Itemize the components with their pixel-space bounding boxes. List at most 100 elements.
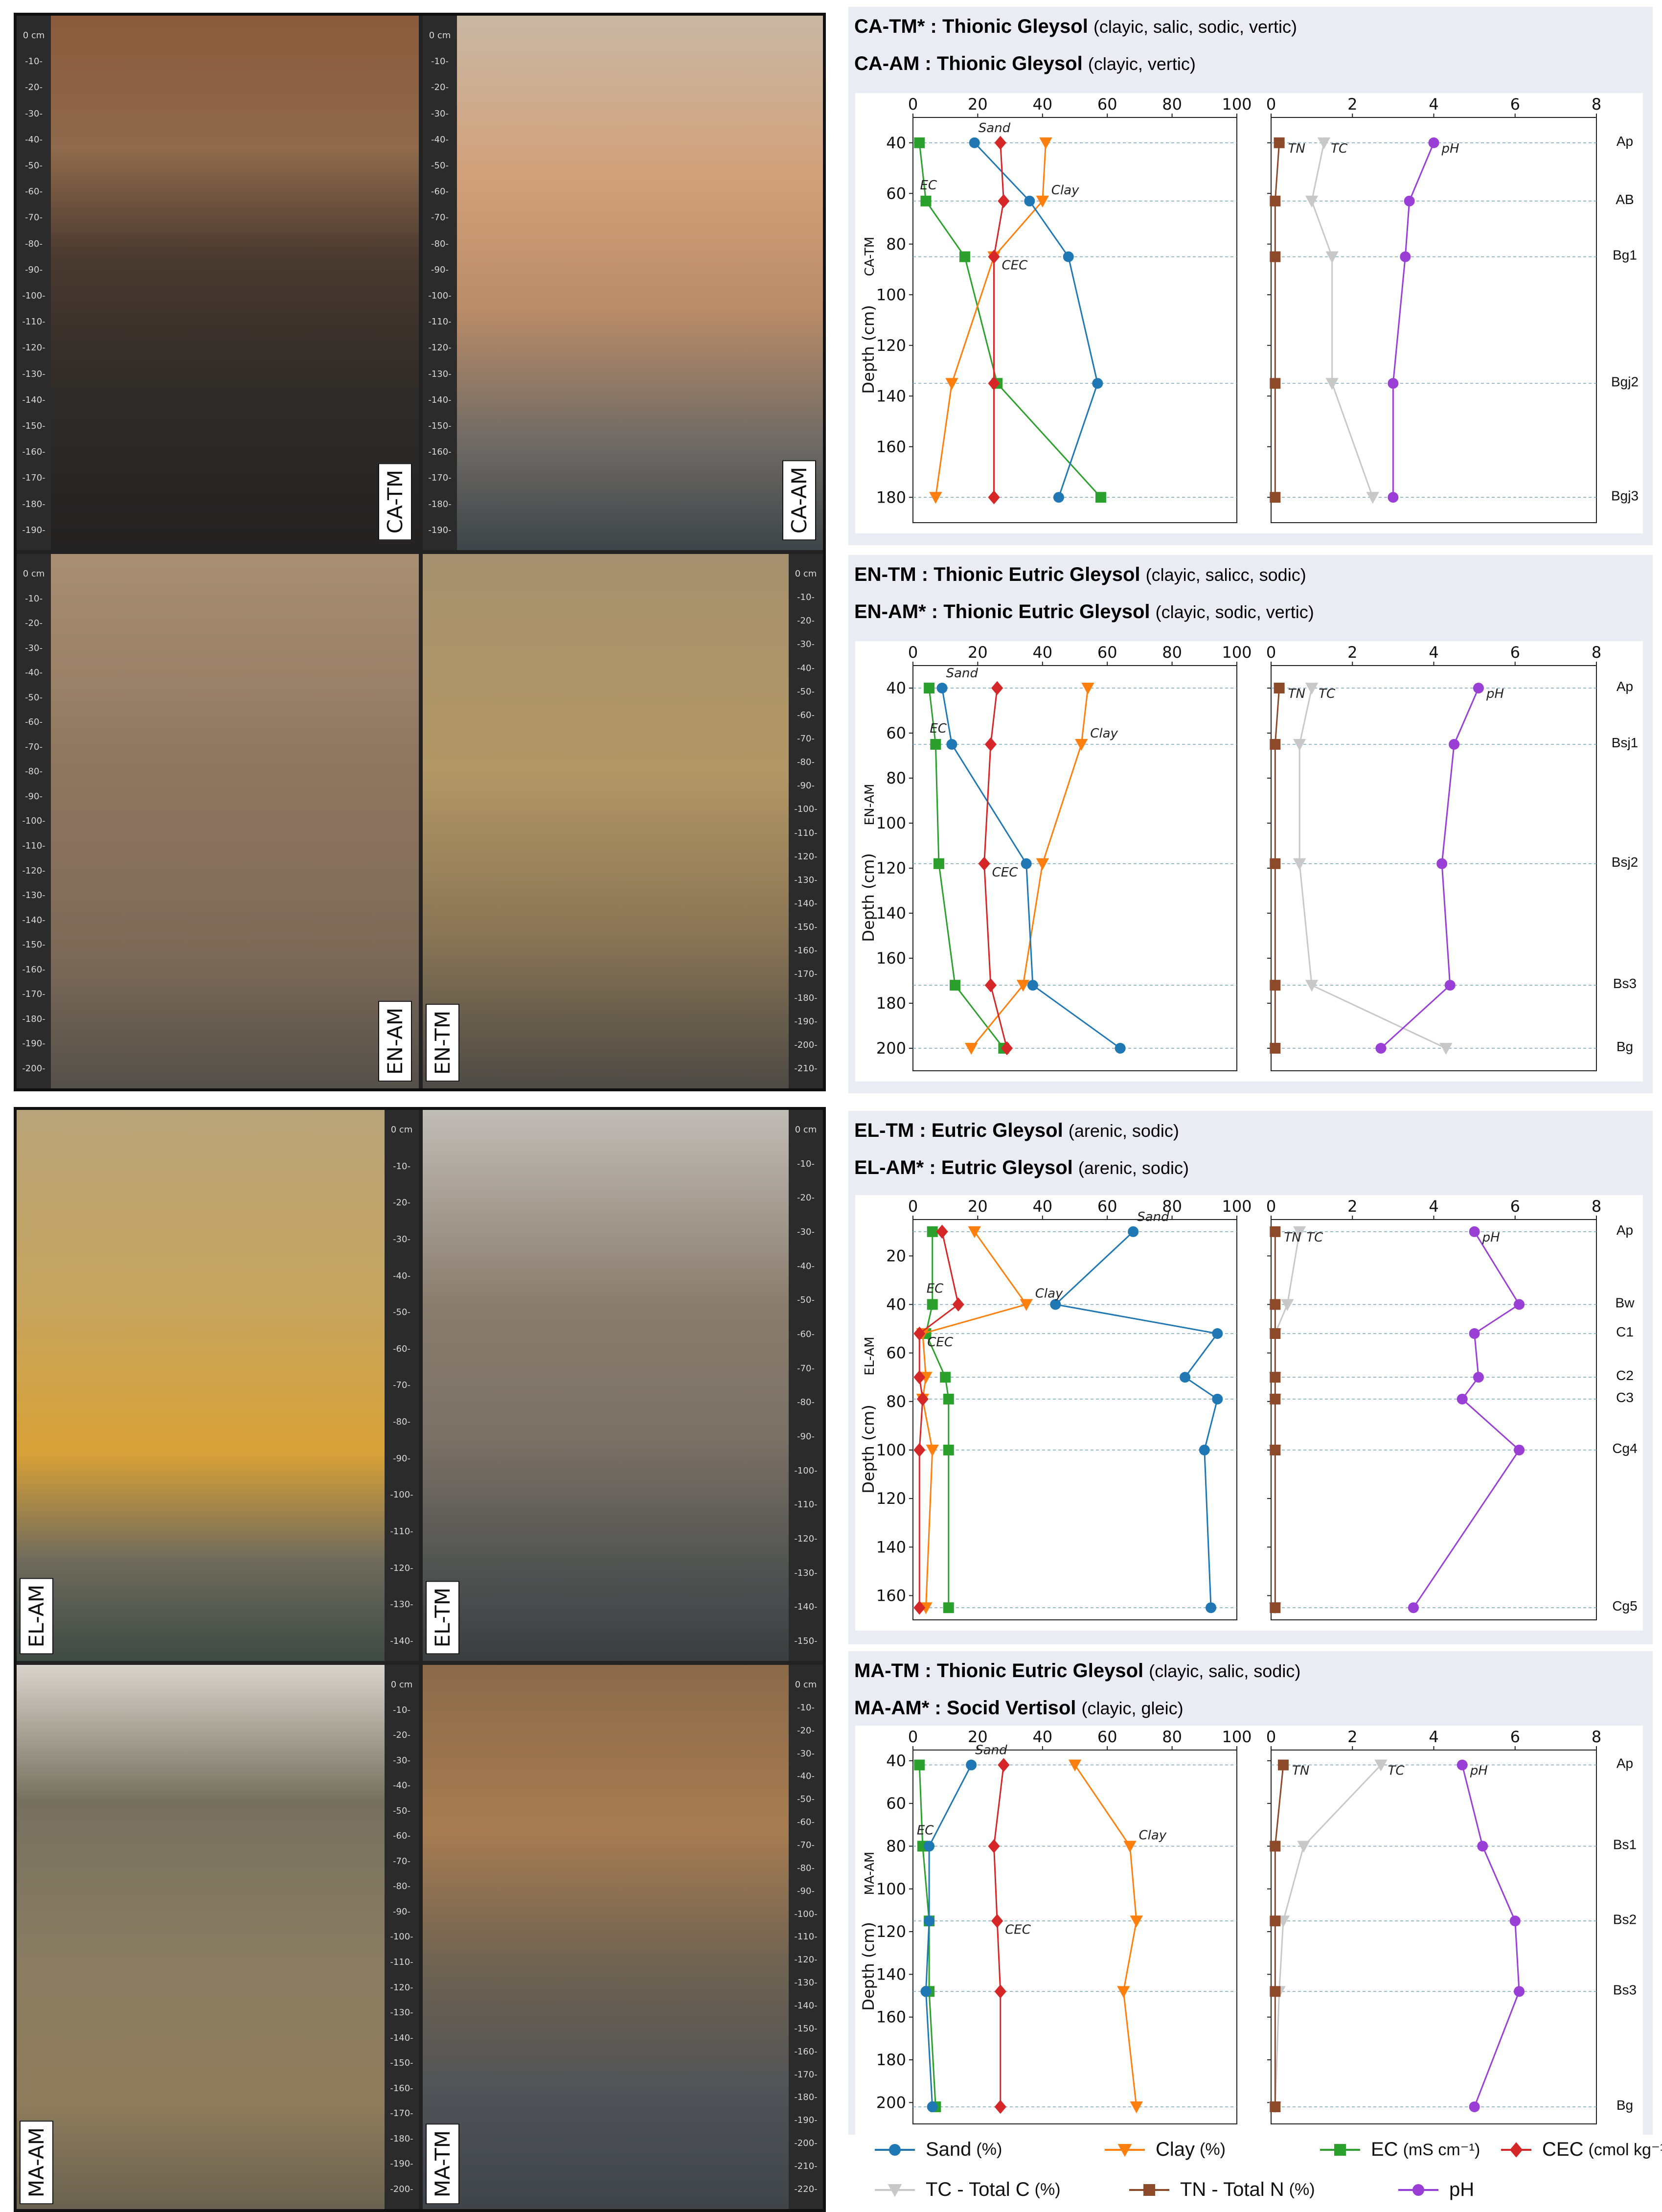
y-tick-label: 140 [876, 387, 906, 405]
horizon-label: C1 [1616, 1324, 1634, 1339]
legend-marker [1320, 2143, 1360, 2156]
data-point [1270, 1602, 1281, 1613]
data-point [1270, 739, 1281, 750]
data-point [1123, 1841, 1137, 1853]
data-point [994, 1984, 1006, 1999]
data-point [889, 2143, 901, 2156]
series-annotation: EC [917, 1823, 934, 1838]
ruler-tick-label: -120- [794, 851, 818, 862]
ruler-tick-label: 0 cm [429, 30, 451, 41]
chart-panel-ma: MA-TM : Thionic Eutric Gleysol (clayic, … [848, 1651, 1653, 2135]
series-ph [1388, 137, 1439, 503]
series-annotation: Clay [1051, 183, 1079, 198]
depth-ruler: 0 cm -10- -20- -30- -40- -50- -60- -70- -80- -90-… [423, 16, 457, 550]
x-tick-label: 60 [1097, 1728, 1117, 1746]
data-point [1270, 251, 1281, 262]
ruler-tick-label: -30- [393, 1755, 410, 1766]
ruler-tick-label: -80- [393, 1881, 410, 1892]
x-tick-label: 80 [1162, 1728, 1182, 1746]
x-tick-label: 40 [1032, 643, 1052, 662]
ruler-tick-label: -20- [25, 82, 43, 93]
data-point [959, 251, 970, 262]
data-point [946, 739, 957, 750]
x-tick-label: 20 [968, 643, 988, 662]
series-tn [1270, 683, 1285, 1054]
data-point [936, 683, 948, 693]
ruler-tick-label: -170- [22, 473, 46, 484]
data-point [1130, 1915, 1143, 1928]
series-ec [914, 1759, 941, 2113]
ruler-tick-label: -190- [22, 525, 46, 535]
data-point [1274, 683, 1285, 693]
series-line [1311, 142, 1374, 498]
ruler-tick-label: -130- [428, 369, 452, 379]
ruler-tick-label: -60- [431, 186, 449, 197]
series-tc [1269, 1226, 1306, 1614]
series-annotation: pH [1482, 1230, 1500, 1245]
ruler-tick-label: -20- [431, 82, 449, 93]
ruler-tick-label: -40- [393, 1270, 410, 1281]
depth-ruler: 0 cm -10- -20- -30- -40- -50- -60- -70- -80- -90-… [789, 1665, 823, 2209]
data-point [920, 195, 932, 207]
y-tick-label: 40 [886, 679, 906, 697]
ruler-tick-label: -170- [794, 2069, 818, 2080]
x-tick-label: 0 [1266, 95, 1276, 114]
ruler-tick-label: -10- [797, 1158, 815, 1169]
legend-item-clay: Clay (%) [1103, 2139, 1226, 2161]
data-point [933, 858, 944, 869]
ruler-tick-label: -120- [390, 1563, 413, 1573]
series-line [974, 142, 1098, 498]
ruler-tick-label: -70- [25, 212, 43, 223]
data-point [929, 492, 942, 504]
series-sand [936, 683, 1126, 1054]
ruler-tick-label: -190- [390, 2159, 413, 2169]
y-tick-label: 160 [876, 949, 906, 968]
data-point [969, 137, 980, 148]
ruler-tick-label: 0 cm [795, 1125, 817, 1135]
ruler-tick-label: -30- [393, 1234, 410, 1244]
data-point [1206, 1602, 1217, 1613]
ruler-tick-label: -120- [390, 1982, 413, 1993]
data-point [1305, 980, 1319, 992]
data-point [913, 1443, 926, 1457]
photo-ma-am: 0 cm -10- -20- -30- -40- -50- -60- -70- -80- -90-… [17, 1665, 419, 2209]
y-tick-label: 100 [876, 814, 906, 832]
data-point [966, 1759, 977, 1771]
ruler-tick-label: -110- [390, 1526, 413, 1537]
data-point [1334, 2143, 1346, 2156]
legend-item-tn: TN - Total N (%) [1127, 2179, 1315, 2201]
data-point [1050, 1299, 1061, 1310]
horizon-label: Bg [1616, 2097, 1633, 2113]
ruler-tick-label: -120- [22, 865, 46, 876]
profile-name-label: CA-TM [863, 237, 877, 276]
y-tick-label: 80 [886, 235, 906, 253]
right-axes-frame [1271, 117, 1597, 523]
ruler-tick-label: -200- [390, 2184, 413, 2194]
panel-title-1: EL-TM : Eutric Gleysol (arenic, sodic) [854, 1120, 1179, 1141]
legend-item-ph: pH [1396, 2179, 1479, 2201]
ruler-tick-label: -50- [797, 686, 815, 697]
ruler-tick-label: -70- [797, 1840, 815, 1851]
profile-label: CA-TM [378, 462, 412, 540]
ruler-tick-label: -40- [25, 668, 43, 678]
horizon-label: AB [1616, 192, 1634, 207]
data-point [1366, 492, 1380, 504]
ruler-tick-label: -140- [794, 898, 818, 909]
left-axes-frame [912, 665, 1237, 1071]
data-point [1305, 195, 1319, 207]
series-annotation: TC [1319, 687, 1336, 701]
ruler-tick-label: -170- [428, 473, 452, 484]
y-axis-label: Depth (cm) [859, 1922, 878, 2010]
ruler-tick-label: -30- [797, 1226, 815, 1237]
data-point [1408, 1602, 1419, 1613]
profile-name-label: EN-AM [863, 784, 877, 826]
x-tick-label: 100 [1222, 643, 1252, 662]
panel-title-2: EL-AM* : Eutric Gleysol (arenic, sodic) [854, 1157, 1189, 1178]
data-point [1270, 378, 1281, 389]
data-point [1063, 251, 1074, 262]
series-annotation: EC [927, 1282, 944, 1296]
x-tick-label: 8 [1592, 643, 1601, 662]
ruler-tick-label: -100- [428, 291, 452, 301]
series-line [941, 688, 1121, 1049]
data-point [1270, 195, 1281, 207]
